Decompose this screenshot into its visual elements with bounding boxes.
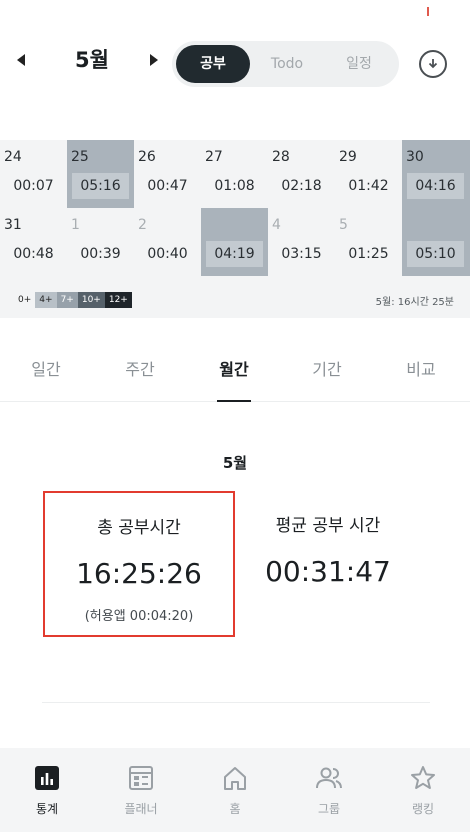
average-study-time-card: 평균 공부 시간 00:31:47 bbox=[232, 491, 424, 637]
allowed-app-time: (허용앱 00:04:20) bbox=[84, 609, 194, 624]
calendar-grid: 24 00:07 25 05:16 26 00:47 27 01:08 28 0… bbox=[0, 140, 470, 276]
calendar-time: 00:40 bbox=[147, 246, 188, 262]
calendar-time: 02:18 bbox=[281, 178, 322, 194]
stats-month-label: 5월 bbox=[222, 454, 248, 472]
calendar-cell[interactable]: 25 05:16 bbox=[67, 140, 134, 208]
calendar-day: 27 bbox=[205, 149, 223, 165]
total-study-time-card: 총 공부시간 16:25:26 (허용앱 00:04:20) bbox=[43, 491, 235, 637]
legend-level: 7+ bbox=[56, 292, 78, 308]
calendar-day: 4 bbox=[272, 217, 281, 233]
calendar-time: 00:47 bbox=[147, 178, 188, 194]
calendar-day: 5 bbox=[339, 217, 348, 233]
calendar-day: 24 bbox=[4, 149, 22, 165]
calendar-cell[interactable]: 30 04:16 bbox=[402, 140, 470, 208]
nav-ranking[interactable]: 랭킹 bbox=[376, 748, 470, 832]
nav-label: 통계 bbox=[35, 802, 59, 816]
calendar-day: 1 bbox=[71, 217, 80, 233]
calendar-cell[interactable]: 2 00:40 bbox=[134, 208, 201, 276]
legend-level: 4+ bbox=[35, 292, 57, 308]
legend-level: 0+ bbox=[14, 292, 36, 308]
calendar-cell[interactable]: 1 00:39 bbox=[67, 208, 134, 276]
calendar-time: 01:08 bbox=[214, 178, 255, 194]
calendar-cell[interactable]: 04:19 bbox=[201, 208, 268, 276]
planner-icon bbox=[129, 766, 153, 790]
prev-month-button[interactable] bbox=[17, 54, 25, 66]
average-study-time-title: 평균 공부 시간 bbox=[275, 516, 381, 536]
tab-weekly[interactable]: 주간 bbox=[125, 360, 155, 379]
tab-daily[interactable]: 일간 bbox=[31, 360, 61, 379]
tab-monthly[interactable]: 월간 bbox=[219, 360, 249, 379]
total-study-time-title: 총 공부시간 bbox=[97, 518, 181, 538]
calendar-day: 28 bbox=[272, 149, 290, 165]
header: 5월 공부 Todo 일정 bbox=[0, 24, 470, 110]
segment-study[interactable]: 공부 bbox=[176, 45, 250, 83]
calendar-cell[interactable]: 26 00:47 bbox=[134, 140, 201, 208]
nav-label: 플래너 bbox=[124, 802, 158, 816]
segment-todo[interactable]: Todo bbox=[270, 56, 304, 72]
calendar-time: 03:15 bbox=[281, 246, 322, 262]
tab-indicator bbox=[217, 400, 251, 402]
calendar-day: 29 bbox=[339, 149, 357, 165]
home-icon bbox=[224, 767, 246, 790]
divider bbox=[42, 702, 430, 703]
calendar-day: 26 bbox=[138, 149, 156, 165]
calendar-time: 00:07 bbox=[13, 178, 54, 194]
nav-planner[interactable]: 플래너 bbox=[94, 748, 188, 832]
calendar-day: 25 bbox=[71, 149, 89, 165]
calendar-day: 31 bbox=[4, 217, 22, 233]
calendar-day: 30 bbox=[406, 149, 424, 165]
status-bar bbox=[0, 0, 470, 24]
calendar-time: 04:19 bbox=[206, 241, 263, 267]
nav-stats[interactable]: 통계 bbox=[0, 748, 94, 832]
month-summary: 5월: 16시간 25분 bbox=[375, 297, 454, 308]
average-study-time-value: 00:31:47 bbox=[265, 555, 391, 588]
period-tabs: 일간 주간 월간 기간 비교 bbox=[0, 338, 470, 402]
segment-schedule[interactable]: 일정 bbox=[346, 56, 372, 72]
stats-icon bbox=[35, 766, 59, 790]
next-month-button[interactable] bbox=[150, 54, 158, 66]
mode-segmented-control: 공부 Todo 일정 bbox=[172, 41, 399, 87]
calendar-cell[interactable]: 31 00:48 bbox=[0, 208, 67, 276]
calendar-cell[interactable]: 27 01:08 bbox=[201, 140, 268, 208]
calendar-cell[interactable]: 29 01:42 bbox=[335, 140, 402, 208]
legend-level: 12+ bbox=[104, 292, 132, 308]
nav-home[interactable]: 홈 bbox=[188, 748, 282, 832]
calendar-time: 05:10 bbox=[407, 241, 464, 267]
calendar-cell[interactable]: 28 02:18 bbox=[268, 140, 335, 208]
bottom-nav: 통계 플래너 홈 그룹 랭킹 bbox=[0, 748, 470, 832]
calendar-cell[interactable]: 24 00:07 bbox=[0, 140, 67, 208]
calendar-day: 2 bbox=[138, 217, 147, 233]
calendar-time: 04:16 bbox=[407, 173, 464, 199]
calendar-time: 05:16 bbox=[72, 173, 129, 199]
calendar-time: 00:48 bbox=[13, 246, 54, 262]
tab-compare[interactable]: 비교 bbox=[406, 360, 436, 379]
nav-label: 그룹 bbox=[317, 802, 341, 816]
tab-range[interactable]: 기간 bbox=[312, 360, 342, 379]
group-icon bbox=[316, 767, 342, 789]
total-study-time-value: 16:25:26 bbox=[76, 557, 202, 590]
intensity-legend: 0+ 4+ 7+ 10+ 12+ bbox=[14, 292, 132, 308]
legend-level: 10+ bbox=[77, 292, 105, 308]
nav-label: 랭킹 bbox=[411, 802, 435, 816]
calendar-cell[interactable]: 05:10 bbox=[402, 208, 470, 276]
calendar-time: 01:42 bbox=[348, 178, 389, 194]
star-icon bbox=[411, 766, 435, 789]
nav-group[interactable]: 그룹 bbox=[282, 748, 376, 832]
calendar-time: 01:25 bbox=[348, 246, 389, 262]
nav-label: 홈 bbox=[229, 802, 241, 816]
calendar-cell[interactable]: 5 01:25 bbox=[335, 208, 402, 276]
calendar-cell[interactable]: 4 03:15 bbox=[268, 208, 335, 276]
status-indicator bbox=[427, 7, 429, 16]
month-title: 5월 bbox=[75, 48, 109, 72]
calendar-time: 00:39 bbox=[80, 246, 121, 262]
download-icon bbox=[428, 59, 438, 69]
download-button[interactable] bbox=[419, 50, 447, 78]
